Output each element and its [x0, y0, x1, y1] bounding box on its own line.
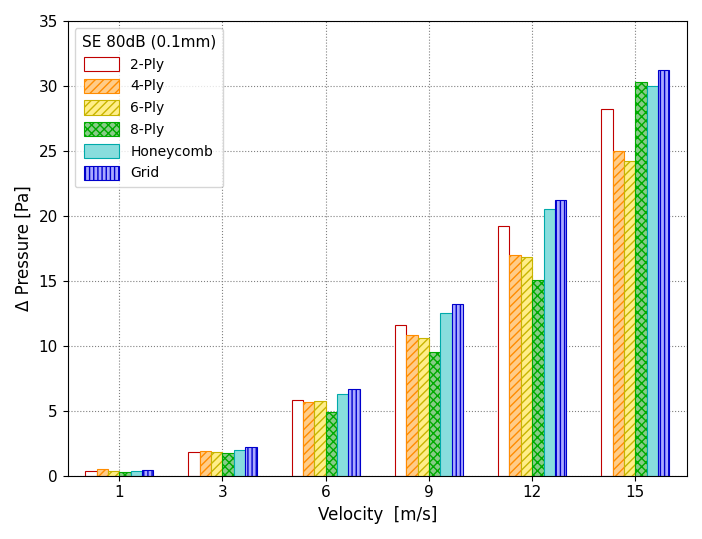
- Bar: [97, 469, 108, 476]
- Bar: [521, 258, 532, 476]
- Bar: [85, 471, 97, 476]
- Bar: [314, 401, 326, 476]
- Bar: [142, 470, 153, 476]
- Bar: [510, 255, 521, 476]
- Bar: [418, 338, 429, 476]
- Bar: [624, 161, 635, 476]
- Bar: [234, 450, 245, 476]
- Bar: [395, 325, 406, 476]
- Bar: [326, 412, 337, 476]
- Bar: [223, 453, 234, 476]
- Bar: [119, 472, 131, 476]
- Bar: [647, 86, 658, 476]
- Bar: [555, 201, 567, 476]
- Bar: [658, 71, 670, 476]
- X-axis label: Velocity  [m/s]: Velocity [m/s]: [317, 506, 437, 524]
- Bar: [429, 353, 440, 476]
- Bar: [635, 82, 647, 476]
- Bar: [131, 471, 142, 476]
- Bar: [406, 335, 418, 476]
- Bar: [451, 304, 463, 476]
- Bar: [613, 151, 624, 476]
- Bar: [188, 452, 200, 476]
- Bar: [245, 447, 256, 476]
- Y-axis label: Δ Pressure [Pa]: Δ Pressure [Pa]: [15, 185, 33, 311]
- Bar: [108, 471, 119, 476]
- Bar: [532, 280, 543, 476]
- Bar: [440, 313, 451, 476]
- Bar: [348, 389, 360, 476]
- Bar: [498, 226, 510, 476]
- Bar: [303, 402, 314, 476]
- Bar: [211, 452, 223, 476]
- Bar: [337, 394, 348, 476]
- Bar: [602, 109, 613, 476]
- Legend: 2-Ply, 4-Ply, 6-Ply, 8-Ply, Honeycomb, Grid: 2-Ply, 4-Ply, 6-Ply, 8-Ply, Honeycomb, G…: [74, 28, 223, 188]
- Bar: [291, 400, 303, 476]
- Bar: [543, 209, 555, 476]
- Bar: [200, 451, 211, 476]
